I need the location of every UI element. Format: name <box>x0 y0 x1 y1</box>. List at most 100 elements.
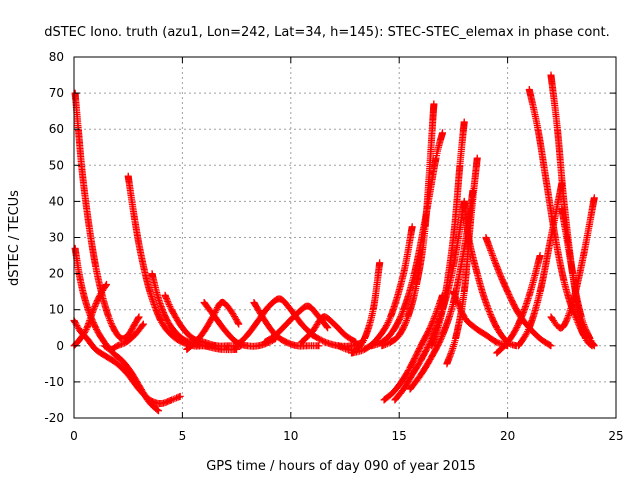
data-point <box>383 320 391 328</box>
data-point <box>456 305 464 313</box>
data-point <box>90 306 98 314</box>
data-point <box>155 407 163 415</box>
data-point <box>317 336 325 344</box>
data-point <box>128 326 136 334</box>
data-point <box>401 320 409 328</box>
series-arc10 <box>200 298 280 350</box>
series-arc26 <box>460 197 520 350</box>
data-point <box>82 325 90 333</box>
series-arc16 <box>334 259 384 354</box>
series-arc5 <box>100 320 147 353</box>
y-tick-label: 0 <box>56 339 64 353</box>
y-tick-label: 80 <box>49 50 64 64</box>
series-arc25 <box>449 288 512 350</box>
data-point <box>408 223 416 231</box>
data-point <box>340 344 348 352</box>
x-tick-label: 15 <box>392 429 407 443</box>
data-point <box>90 304 98 312</box>
data-point <box>169 395 177 403</box>
data-point <box>513 323 521 331</box>
y-tick-label: 60 <box>49 122 64 136</box>
data-point <box>127 327 135 335</box>
series-arc14 <box>298 313 360 346</box>
data-point <box>455 301 463 309</box>
chart-title: dSTEC Iono. truth (azu1, Lon=242, Lat=34… <box>44 25 610 40</box>
data-point <box>375 340 383 348</box>
y-tick-label: 40 <box>49 194 64 208</box>
data-point <box>490 256 498 264</box>
data-point <box>119 340 127 348</box>
data-point <box>168 396 176 404</box>
data-point <box>426 325 434 333</box>
data-point <box>357 347 365 355</box>
x-tick-label: 5 <box>179 429 187 443</box>
data-point <box>488 250 496 258</box>
data-point <box>395 315 403 323</box>
data-point <box>590 194 598 202</box>
data-point <box>81 328 89 336</box>
data-points <box>70 71 598 415</box>
data-point <box>437 336 445 344</box>
data-point <box>316 335 324 343</box>
y-tick-label: 70 <box>49 86 64 100</box>
y-axis-label: dSTEC / TECUs <box>7 190 22 286</box>
data-point <box>489 251 497 259</box>
data-point <box>164 299 172 307</box>
data-point <box>430 100 438 108</box>
axis-ticks: 0 5 10 15 20 25 -20 -10 0 10 20 30 40 50 60 70 80 <box>44 50 623 443</box>
y-tick-label: -20 <box>44 411 64 425</box>
data-point <box>439 129 447 137</box>
y-tick-label: 20 <box>49 267 64 281</box>
data-point <box>437 334 445 342</box>
data-point <box>92 325 100 333</box>
data-point <box>212 307 220 315</box>
data-point <box>103 280 111 288</box>
series-arc3 <box>70 317 184 408</box>
data-point <box>139 320 147 328</box>
data-point <box>382 323 390 331</box>
data-point <box>163 296 171 304</box>
data-point <box>563 315 571 323</box>
data-point <box>376 259 384 267</box>
series-arc11 <box>233 295 316 350</box>
data-point <box>383 340 391 348</box>
data-point <box>404 367 412 375</box>
x-tick-label: 20 <box>500 429 515 443</box>
data-point <box>135 313 143 321</box>
data-point <box>436 337 444 345</box>
data-point <box>401 321 409 329</box>
data-point <box>231 313 239 321</box>
data-point <box>493 262 501 270</box>
data-point <box>398 311 406 319</box>
data-point <box>92 324 100 332</box>
data-point <box>588 342 596 350</box>
data-point <box>176 392 184 400</box>
data-point <box>536 252 544 260</box>
x-tick-label: 0 <box>70 429 78 443</box>
y-tick-label: 10 <box>49 303 64 317</box>
data-point <box>213 305 221 313</box>
data-point <box>105 315 113 323</box>
data-point <box>457 306 465 314</box>
data-point <box>473 154 481 162</box>
data-point <box>91 303 99 311</box>
data-point <box>456 303 464 311</box>
data-point <box>429 316 437 324</box>
data-point <box>235 320 243 328</box>
data-point <box>511 326 519 334</box>
data-point <box>494 265 502 273</box>
data-point <box>452 295 460 303</box>
data-point <box>487 246 495 254</box>
data-point <box>107 318 115 326</box>
data-point <box>487 248 495 256</box>
y-tick-label: -10 <box>44 375 64 389</box>
data-point <box>453 298 461 306</box>
data-point <box>512 325 520 333</box>
data-point <box>314 334 322 342</box>
data-point <box>396 314 404 322</box>
data-point <box>454 300 462 308</box>
series-arc20 <box>380 291 447 404</box>
series-arc33 <box>558 205 596 350</box>
data-point <box>493 338 501 346</box>
